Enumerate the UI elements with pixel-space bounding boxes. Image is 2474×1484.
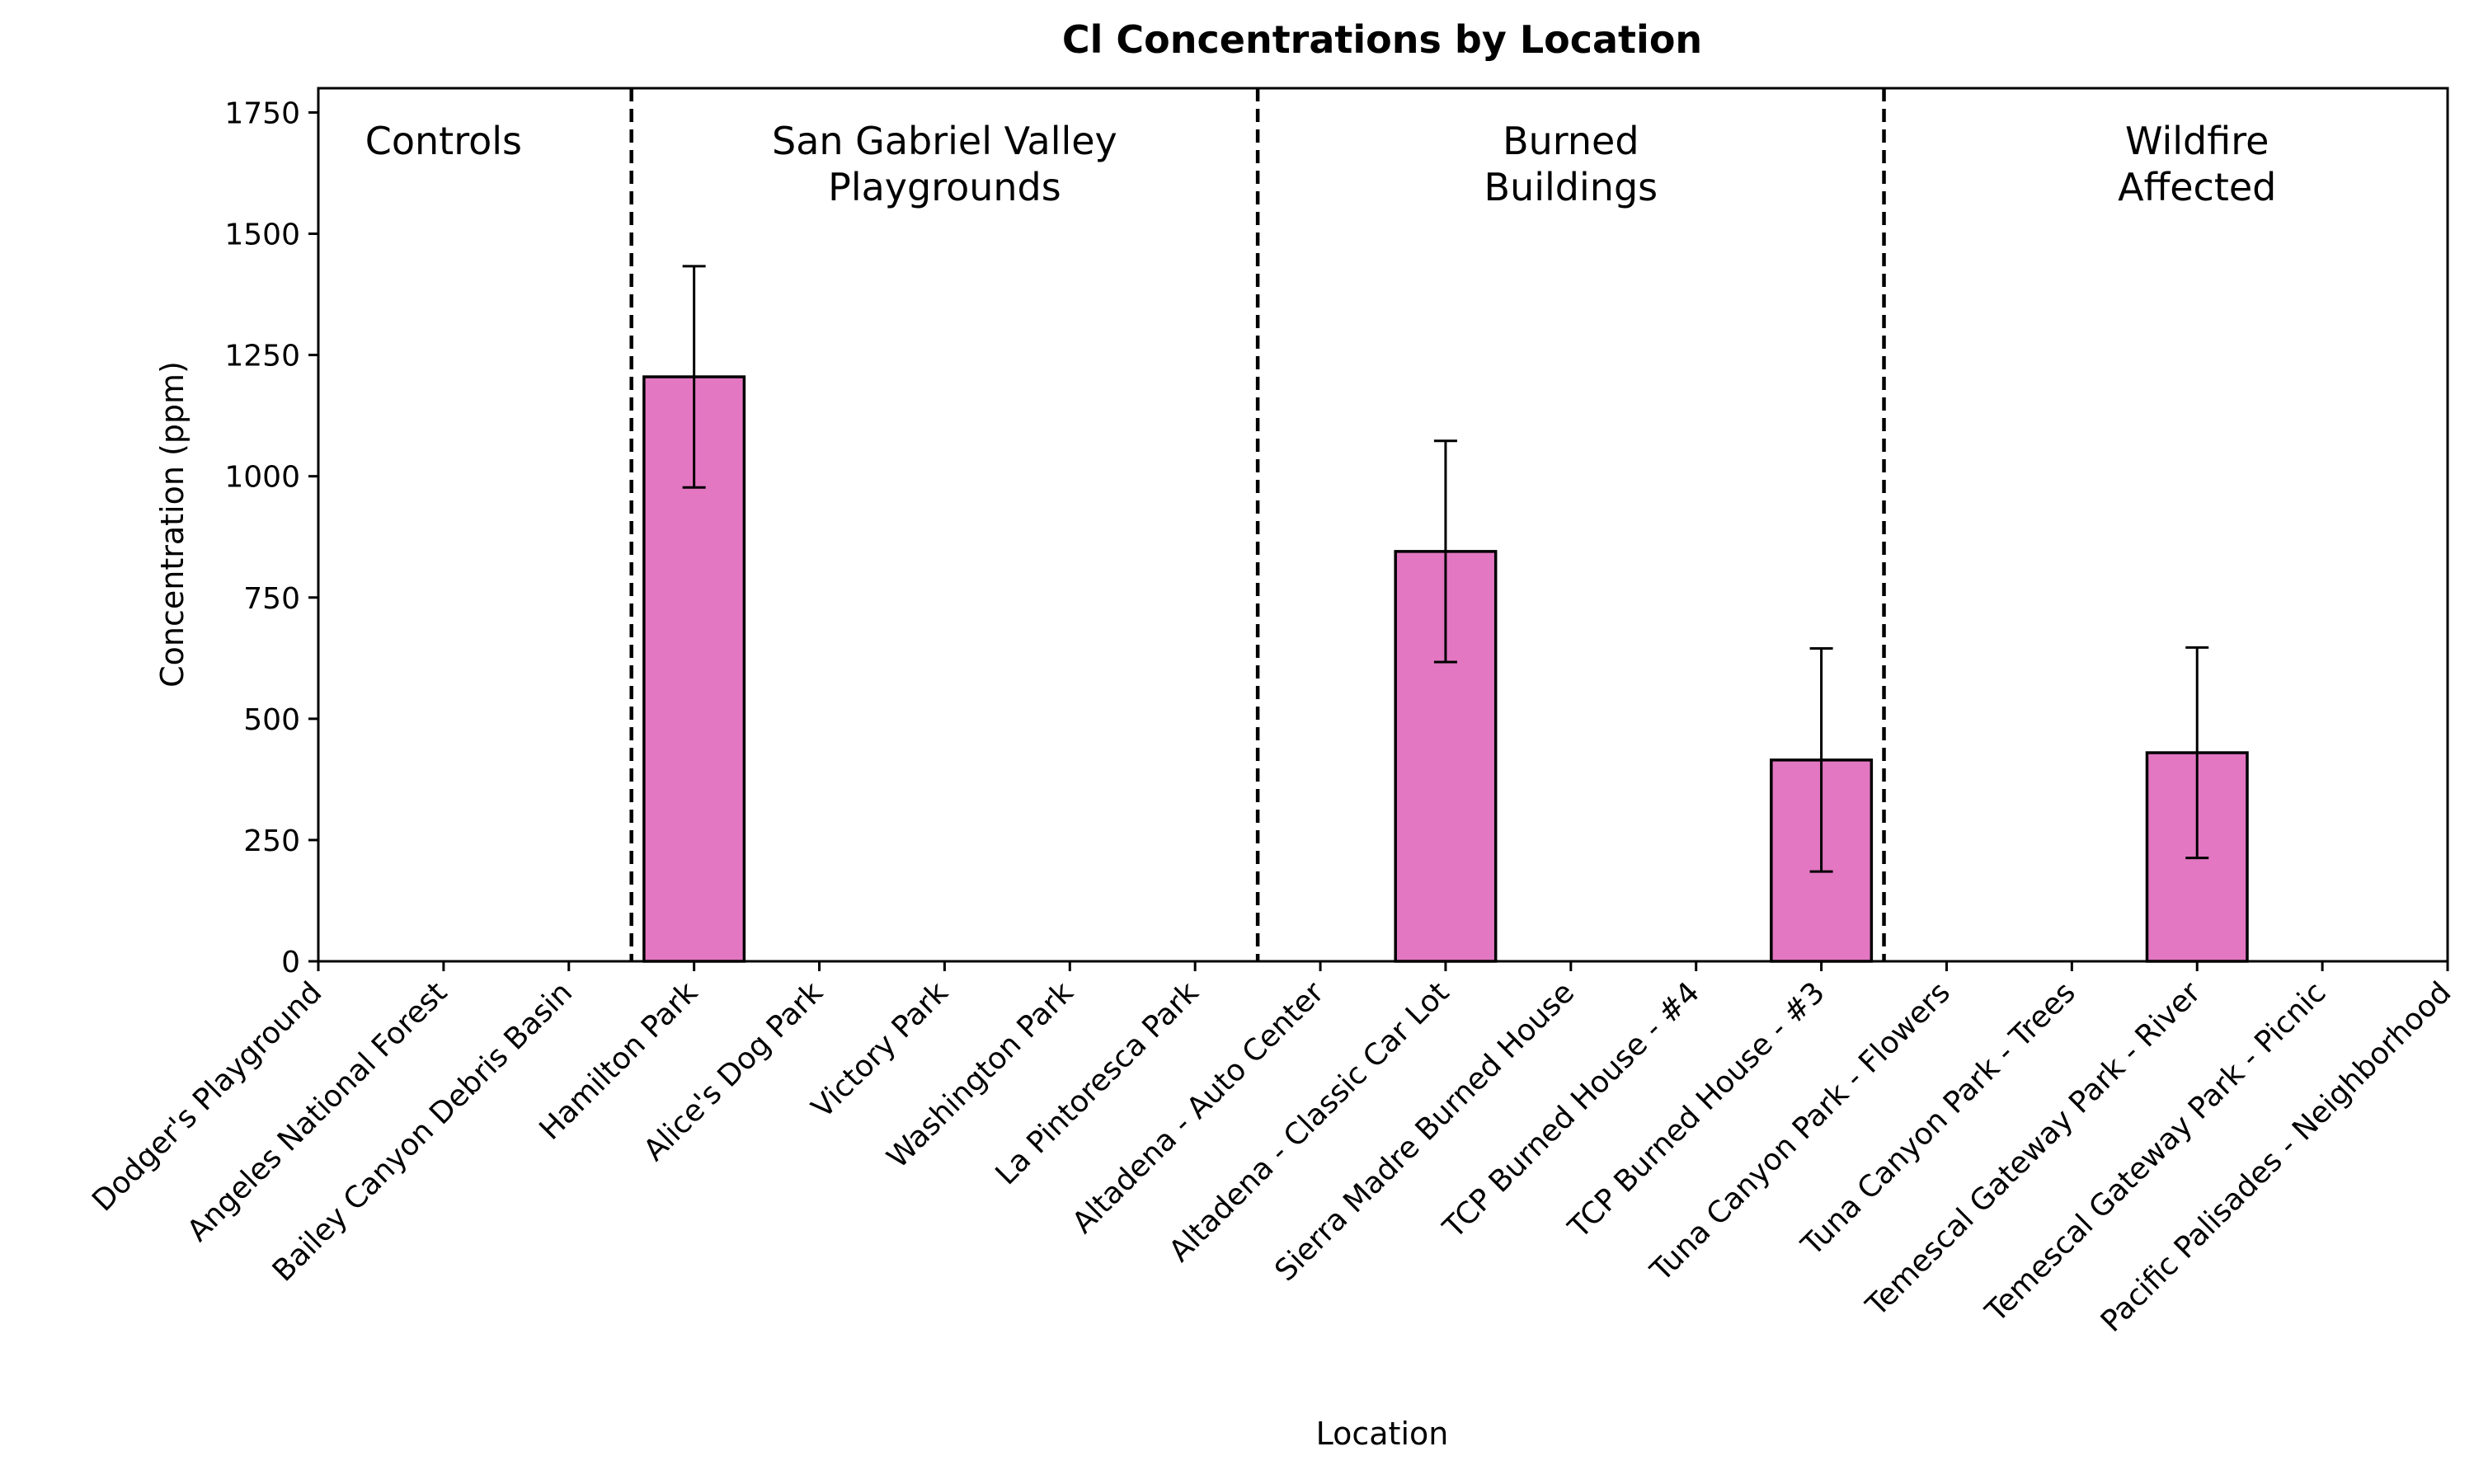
x-axis-label: Location	[1316, 1416, 1449, 1452]
y-tick-label: 1250	[224, 340, 300, 373]
group-label: Buildings	[1484, 165, 1658, 209]
x-tick-label: La Pintoresca Park	[990, 975, 1206, 1191]
y-tick-label: 1500	[224, 218, 300, 252]
y-tick-label: 1750	[224, 96, 300, 130]
y-tick-label: 0	[281, 946, 300, 979]
y-axis-label: Concentration (ppm)	[154, 361, 190, 688]
y-tick-label: 250	[243, 824, 300, 858]
x-tick-label: Dodger's Playground	[86, 975, 328, 1218]
group-label: Controls	[365, 119, 522, 163]
chart-title: Cl Concentrations by Location	[1062, 17, 1702, 62]
group-label: Wildfire	[2125, 119, 2269, 163]
x-tick-label: TCP Burned House - #4	[1437, 975, 1706, 1245]
y-tick-label: 750	[243, 582, 300, 616]
y-tick-label: 1000	[224, 461, 300, 495]
group-label: Burned	[1503, 119, 1639, 163]
x-tick-label: TCP Burned House - #3	[1562, 975, 1832, 1245]
plot-frame	[317, 87, 2449, 963]
group-label: Playgrounds	[828, 165, 1061, 209]
group-label: Affected	[2118, 165, 2276, 209]
x-tick-label: Angeles National Forest	[181, 975, 454, 1248]
group-label: San Gabriel Valley	[772, 119, 1117, 163]
x-tick-label: Altadena - Auto Center	[1066, 975, 1331, 1240]
y-tick-label: 500	[243, 703, 300, 737]
